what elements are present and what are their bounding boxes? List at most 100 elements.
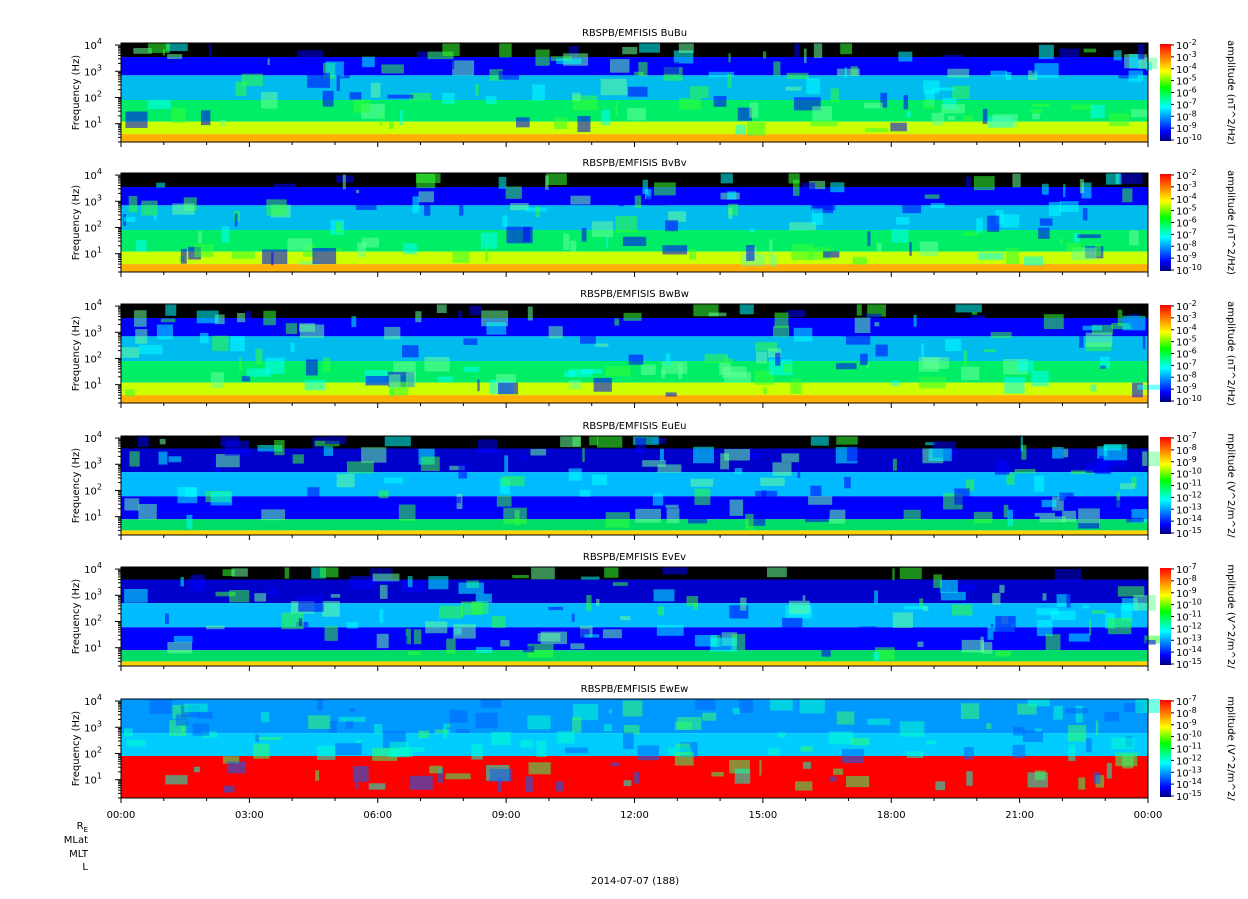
spectrogram-streak (415, 311, 422, 323)
spectrogram-streak (928, 448, 952, 462)
spectrogram-streak (1028, 70, 1038, 81)
spectrogram-streak (1059, 201, 1079, 213)
spectrogram-streak (668, 211, 687, 222)
spectrogram-streak (634, 771, 640, 784)
spectrogram-streak (339, 67, 350, 79)
spectrogram-streak (940, 591, 966, 601)
spectrogram-streak (568, 369, 593, 377)
spectrogram-streak (121, 347, 140, 358)
spectrogram-streak (755, 342, 778, 352)
spectrogram-streak (1020, 436, 1023, 452)
spectrogram-streak (475, 712, 498, 729)
spectrogram-streak (285, 323, 298, 335)
time-tick-label: 21:00 (1005, 810, 1034, 821)
spectrogram-streak (728, 207, 733, 219)
spectrogram-streak (987, 626, 994, 640)
spectrogram-streak (767, 348, 782, 358)
spectrogram-streak (785, 86, 802, 91)
spectrogram-streak (418, 730, 429, 739)
spectrogram-streak (674, 752, 694, 766)
colorbar-label: amplitude (nT^2/Hz) (1225, 301, 1236, 406)
spectrogram-streak (1013, 496, 1017, 512)
colorbar-tick-label: 10-3 (1176, 180, 1197, 194)
spectrogram-streak (570, 643, 585, 650)
spectrogram-streak (405, 372, 417, 388)
spectrogram-streak (499, 478, 510, 495)
spectrogram-streak (154, 214, 157, 221)
spectrogram-streak (874, 590, 879, 604)
panel-title: RBSPB/EMFISIS EvEv (583, 552, 686, 563)
spectrogram-streak (458, 462, 468, 479)
spectrogram-streak (123, 216, 136, 222)
spectrogram-streak (568, 380, 582, 389)
colorbar-tick-label: 10-7 (1176, 227, 1197, 241)
spectrogram-streak (214, 314, 225, 325)
spectrogram-streak (708, 71, 735, 77)
spectrogram-streak (823, 251, 840, 258)
spectrogram-streak (504, 455, 509, 472)
spectrogram-streak (165, 775, 188, 785)
spectrogram-streak (775, 352, 781, 366)
spectrogram-streak (234, 213, 238, 227)
spectrogram-streak (581, 227, 587, 242)
spectrogram-streak (713, 96, 727, 107)
spectrogram-streak (413, 629, 422, 645)
spectrogram-streak (890, 122, 907, 132)
spectrogram-streak (134, 310, 147, 327)
colorbar-tick-label: 10-5 (1176, 204, 1197, 218)
colorbar (1160, 44, 1171, 141)
spectrogram-streak (1118, 67, 1138, 79)
spectrogram-streak (1145, 639, 1156, 645)
spectrogram-streak (818, 631, 838, 646)
spectrogram-streak (388, 374, 401, 389)
y-tick-label: 101 (84, 509, 102, 524)
spectrogram-streak (913, 314, 917, 327)
spectrogram-streak (365, 376, 389, 386)
spectrogram-streak (1116, 500, 1122, 517)
spectrogram-streak (800, 746, 813, 752)
spectrogram-streak (850, 737, 870, 746)
time-tick-label: 00:00 (1134, 810, 1163, 821)
spectrogram-streak (790, 378, 802, 394)
colorbar-tick-label: 10-12 (1176, 753, 1202, 767)
spectrogram-streak (665, 220, 678, 232)
colorbar (1160, 305, 1171, 402)
spectrogram-streak (1099, 455, 1126, 466)
spectrogram-streak (724, 448, 750, 461)
spectrogram-streak (1117, 309, 1123, 327)
spectrogram-streak (678, 98, 701, 110)
orbit-label-mlat: MLat (64, 835, 88, 846)
spectrogram-streak (298, 595, 324, 612)
spectrogram-streak (568, 468, 582, 481)
colorbar-tick-label: 10-4 (1176, 62, 1197, 76)
spectrogram-streak (694, 488, 711, 505)
time-tick-label: 18:00 (877, 810, 906, 821)
spectrogram-streak (1022, 730, 1043, 743)
spectrogram-streak (789, 222, 817, 231)
spectrogram-streak (992, 114, 1018, 128)
orbit-label-l: L (82, 862, 88, 873)
spectrogram-streak (933, 574, 942, 588)
spectrogram-streak (622, 700, 643, 717)
spectrogram-streak (1043, 314, 1064, 330)
colorbar-tick-label: 10-13 (1176, 633, 1202, 647)
spectrogram-streak (846, 446, 858, 462)
spectrogram-streak (389, 741, 409, 758)
spectrogram-streak (963, 510, 968, 515)
spectrogram-streak (308, 715, 331, 729)
spectrogram-streak (498, 176, 507, 189)
spectrogram-streak (1117, 173, 1143, 184)
spectrogram-streak (581, 576, 600, 580)
spectrogram-streak (734, 768, 751, 784)
spectrogram-streak (409, 93, 432, 101)
orbit-label-mlt: MLT (69, 849, 89, 860)
spectrogram-streak (407, 576, 413, 588)
spectrogram-streak (441, 92, 455, 104)
spectrogram-streak (392, 636, 408, 647)
spectrogram-streak (215, 591, 236, 597)
spectrogram-streak (1052, 447, 1064, 459)
y-tick-label: 104 (84, 693, 102, 708)
spectrogram-streak (768, 254, 777, 267)
spectrogram-streak (922, 357, 950, 369)
spectrogram-streak (317, 745, 336, 760)
